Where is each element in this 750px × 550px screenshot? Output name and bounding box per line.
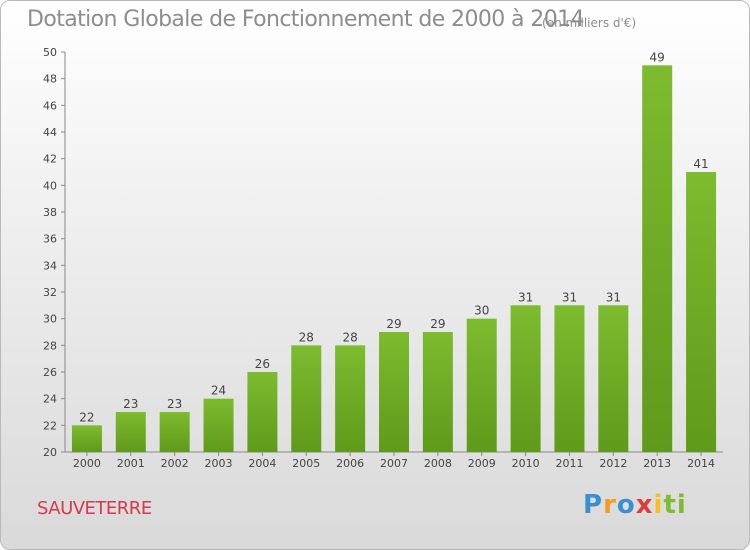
x-tick-label: 2000 [73,457,101,470]
bar [159,412,190,452]
y-tick-label: 30 [43,313,57,326]
x-tick-label: 2004 [248,457,276,470]
y-tick-label: 36 [43,233,57,246]
y-tick-label: 20 [43,446,57,459]
data-label: 28 [299,330,314,344]
y-tick-label: 40 [43,179,57,192]
bar [335,345,366,452]
y-tick-label: 22 [43,419,57,432]
data-label: 41 [693,157,708,171]
data-label: 31 [606,290,621,304]
y-tick-label: 32 [43,286,57,299]
data-label: 28 [342,330,357,344]
data-label: 31 [518,290,533,304]
logo-letter: P [583,490,604,520]
data-label: 24 [211,384,226,398]
y-tick-label: 24 [43,393,57,406]
chart-title: Dotation Globale de Fonctionnement de 20… [27,7,585,32]
x-tick-label: 2003 [205,457,233,470]
logo-letter: o [616,490,636,520]
x-tick-label: 2005 [292,457,320,470]
x-tick-label: 2012 [599,457,627,470]
x-tick-label: 2011 [555,457,583,470]
bar [291,345,322,452]
y-tick-label: 46 [43,99,57,112]
bar [422,332,453,452]
bar [554,305,585,452]
logo-letter: i [676,490,687,520]
x-tick-label: 2002 [161,457,189,470]
y-tick-label: 26 [43,366,57,379]
data-label: 23 [167,397,182,411]
y-tick-label: 44 [43,126,57,139]
bar [598,305,629,452]
chart-subtitle: (en milliers d'€) [542,16,637,30]
y-tick-label: 42 [43,153,57,166]
proxiti-logo: Proxiti [583,490,687,520]
y-tick-label: 48 [43,73,57,86]
x-tick-label: 2008 [424,457,452,470]
bar [686,172,717,452]
bar [510,305,541,452]
x-tick-label: 2007 [380,457,408,470]
data-label: 26 [255,357,270,371]
x-tick-label: 2009 [468,457,496,470]
logo-letter: r [603,490,617,520]
bar [466,318,497,452]
data-label: 23 [123,397,138,411]
x-tick-label: 2014 [687,457,715,470]
y-tick-label: 38 [43,206,57,219]
y-tick-label: 28 [43,339,57,352]
data-label: 22 [79,410,94,424]
commune-name: SAUVETERRE [37,498,152,519]
bar [203,398,234,452]
y-tick-label: 50 [43,46,57,59]
data-label: 29 [430,317,445,331]
data-label: 30 [474,304,489,318]
logo-letter: i [653,490,664,520]
bar [642,65,673,452]
data-label: 49 [650,50,665,64]
data-label: 31 [562,290,577,304]
bar [115,412,146,452]
logo-letter: x [635,490,654,520]
y-tick-label: 34 [43,259,57,272]
x-tick-label: 2010 [512,457,540,470]
x-tick-label: 2006 [336,457,364,470]
bar [71,425,102,452]
logo-letter: t [663,490,677,520]
bar [247,372,278,452]
data-label: 29 [386,317,401,331]
x-tick-label: 2001 [117,457,145,470]
x-tick-label: 2013 [643,457,671,470]
bar [379,332,409,452]
